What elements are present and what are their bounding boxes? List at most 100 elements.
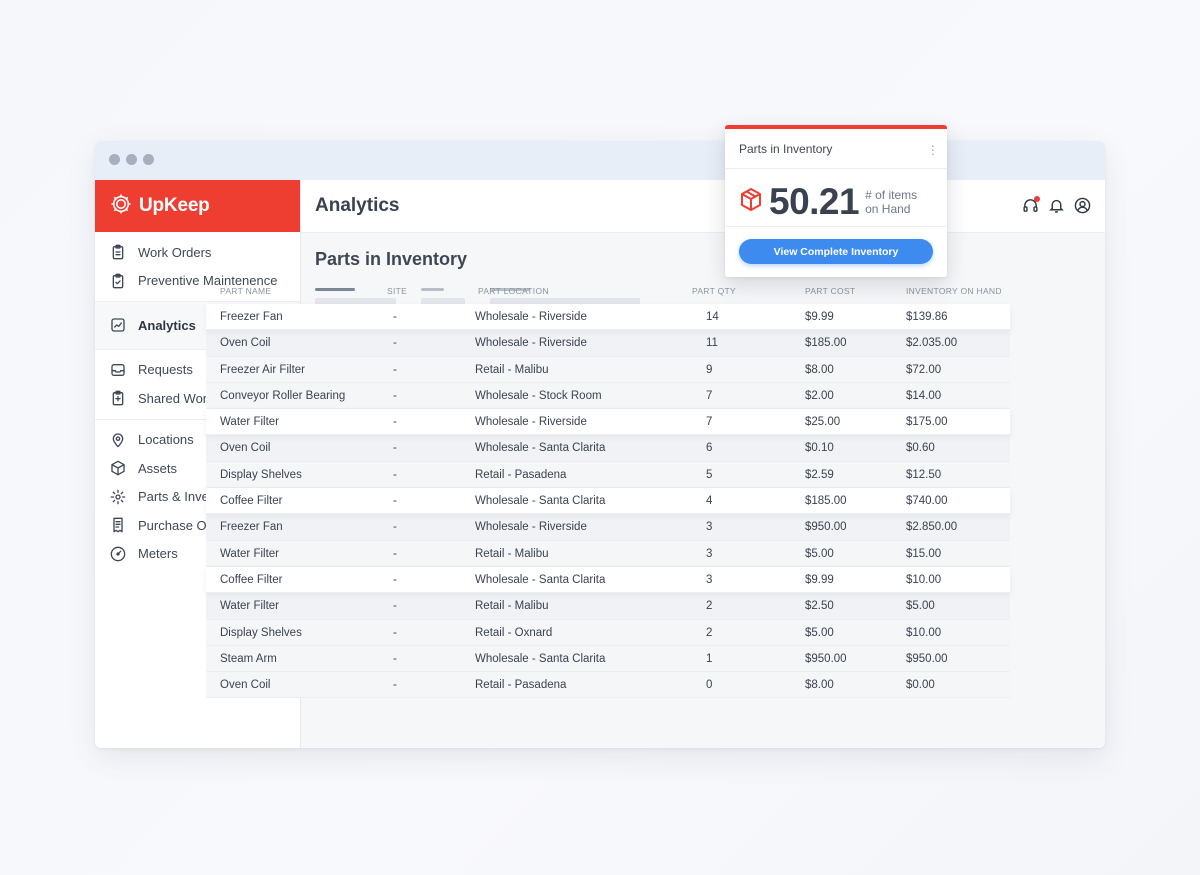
- cell-location: Wholesale - Riverside: [475, 521, 587, 534]
- table-row[interactable]: Oven Coil - Wholesale - Riverside 11 $185.00…: [206, 330, 1010, 357]
- cell-inventory: $950.00: [906, 652, 948, 665]
- cell-inventory: $5.00: [906, 600, 935, 613]
- cell-site: -: [393, 468, 397, 481]
- gear-icon: [109, 488, 127, 506]
- sidebar-item-analytics[interactable]: Analytics: [95, 311, 300, 340]
- box-icon: [739, 187, 763, 218]
- table-row[interactable]: Coffee Filter - Wholesale - Santa Clarita 3…: [206, 566, 1010, 594]
- cell-site: -: [393, 337, 397, 350]
- column-header[interactable]: SITE: [387, 286, 408, 296]
- cell-name: Freezer Air Filter: [220, 363, 305, 376]
- cell-inventory: $740.00: [906, 495, 948, 508]
- location-pin-icon: [109, 431, 127, 449]
- cell-qty: 3: [706, 521, 713, 534]
- cell-qty: 11: [706, 337, 718, 350]
- cell-cost: $2.59: [805, 468, 834, 481]
- cell-cost: $0.10: [805, 442, 834, 455]
- table-row[interactable]: Display Shelves - Retail - Pasadena 5 $2.59 $…: [206, 461, 1010, 489]
- sidebar-item-label: Requests: [138, 362, 193, 378]
- cell-name: Water Filter: [220, 547, 279, 560]
- cube-icon: [109, 459, 127, 477]
- cell-cost: $8.00: [805, 679, 834, 692]
- window-maximize-dot[interactable]: [143, 154, 154, 165]
- table-row[interactable]: Oven Coil - Wholesale - Santa Clarita 6 $0.1…: [206, 435, 1010, 462]
- table-row[interactable]: Coffee Filter - Wholesale - Santa Clarita 4…: [206, 488, 1010, 515]
- cell-location: Wholesale - Stock Room: [475, 389, 602, 402]
- sidebar-item-preventive-maintenence[interactable]: Preventive Maintenence: [95, 267, 300, 296]
- metric-label: # of items on Hand: [865, 188, 917, 216]
- cell-location: Retail - Malibu: [475, 600, 549, 613]
- cell-qty: 7: [706, 389, 713, 402]
- column-header[interactable]: PART NAME: [220, 286, 272, 296]
- table-row[interactable]: Oven Coil - Retail - Pasadena 0 $8.00 $0.00: [206, 672, 1010, 699]
- column-header[interactable]: PART LOCATION: [478, 286, 549, 296]
- cell-location: Retail - Malibu: [475, 547, 549, 560]
- metric-label-line1: # of items: [865, 188, 918, 202]
- table-row[interactable]: Freezer Fan - Wholesale - Riverside 14 $9.99…: [206, 304, 1010, 331]
- parts-inventory-card: Parts in Inventory · · · 50.21 # of items …: [725, 125, 947, 277]
- gauge-icon: [109, 545, 127, 563]
- sidebar-item-meters[interactable]: Meters: [95, 540, 300, 569]
- cell-inventory: $2.850.00: [906, 521, 958, 534]
- user-icon[interactable]: [1074, 197, 1091, 214]
- column-header[interactable]: PART COST: [805, 286, 856, 296]
- table-row[interactable]: Display Shelves - Retail - Oxnard 2 $5.00 $10…: [206, 619, 1010, 646]
- view-inventory-button[interactable]: View Complete Inventory: [739, 239, 933, 264]
- cell-name: Oven Coil: [220, 442, 271, 455]
- table-header: PART NAME SITE PART LOCATION PART QTY PART C…: [206, 286, 1010, 306]
- headset-icon[interactable]: [1022, 196, 1040, 214]
- sidebar-item-assets[interactable]: Assets: [95, 454, 300, 483]
- table-row[interactable]: Conveyor Roller Bearing - Wholesale - Stoc…: [206, 382, 1010, 410]
- cell-inventory: $2.035.00: [906, 337, 958, 350]
- cell-location: Wholesale - Santa Clarita: [475, 442, 606, 455]
- filter-tab[interactable]: [421, 288, 444, 291]
- page-title: Analytics: [315, 195, 400, 216]
- cell-qty: 5: [706, 468, 713, 481]
- table-row[interactable]: Freezer Fan - Wholesale - Riverside 3 $950.0…: [206, 514, 1010, 541]
- card-title: Parts in Inventory: [739, 141, 833, 156]
- inbox-icon: [109, 361, 127, 379]
- cell-cost: $950.00: [805, 652, 847, 665]
- sidebar-item-label: Work Orders: [138, 244, 212, 260]
- cell-cost: $25.00: [805, 416, 841, 429]
- table-row[interactable]: Water Filter - Wholesale - Riverside 7 $25.0…: [206, 409, 1010, 436]
- cell-inventory: $0.60: [906, 442, 935, 455]
- cell-cost: $2.50: [805, 600, 834, 613]
- table-row[interactable]: Water Filter - Retail - Malibu 2 $2.50 $5.00: [206, 593, 1010, 620]
- sidebar-item-requests[interactable]: Requests: [95, 356, 300, 385]
- cell-inventory: $10.00: [906, 573, 942, 586]
- cell-site: -: [393, 442, 397, 455]
- cell-name: Freezer Fan: [220, 311, 283, 323]
- table-row[interactable]: Steam Arm - Wholesale - Santa Clarita 1 $950…: [206, 645, 1010, 673]
- cell-inventory: $12.50: [906, 468, 942, 481]
- cell-name: Oven Coil: [220, 337, 271, 350]
- bell-icon[interactable]: [1048, 197, 1065, 214]
- cell-qty: 1: [706, 652, 713, 665]
- cell-cost: $185.00: [805, 337, 847, 350]
- cell-inventory: $139.86: [906, 311, 948, 323]
- card-divider: [725, 226, 947, 227]
- table-row[interactable]: Water Filter - Retail - Malibu 3 $5.00 $15.00: [206, 540, 1010, 567]
- window-minimize-dot[interactable]: [126, 154, 137, 165]
- filter-tab-active[interactable]: [315, 288, 355, 291]
- notification-dot: [1034, 196, 1040, 202]
- column-header[interactable]: INVENTORY ON HAND: [906, 286, 1002, 296]
- column-header[interactable]: PART QTY: [692, 286, 736, 296]
- sidebar-item-locations[interactable]: Locations: [95, 426, 300, 455]
- cell-location: Wholesale - Riverside: [475, 311, 587, 323]
- cell-site: -: [393, 311, 397, 323]
- cell-site: -: [393, 521, 397, 534]
- sidebar-item-work-orders[interactable]: Work Orders: [95, 238, 300, 267]
- cell-name: Coffee Filter: [220, 573, 283, 586]
- filter-tab[interactable]: [490, 288, 530, 291]
- kebab-menu-icon[interactable]: · · ·: [930, 138, 935, 161]
- cell-name: Conveyor Roller Bearing: [220, 389, 346, 402]
- cell-name: Display Shelves: [220, 468, 302, 481]
- section-title: Parts in Inventory: [315, 249, 468, 269]
- parts-table: Freezer Fan - Wholesale - Riverside 14 $9.99…: [206, 304, 1010, 699]
- table-row[interactable]: Freezer Air Filter - Retail - Malibu 9 $8.00…: [206, 356, 1010, 383]
- cell-site: -: [393, 679, 397, 692]
- brand-logo[interactable]: UpKeep: [95, 180, 300, 232]
- window-close-dot[interactable]: [109, 154, 120, 165]
- cell-location: Retail - Oxnard: [475, 626, 553, 639]
